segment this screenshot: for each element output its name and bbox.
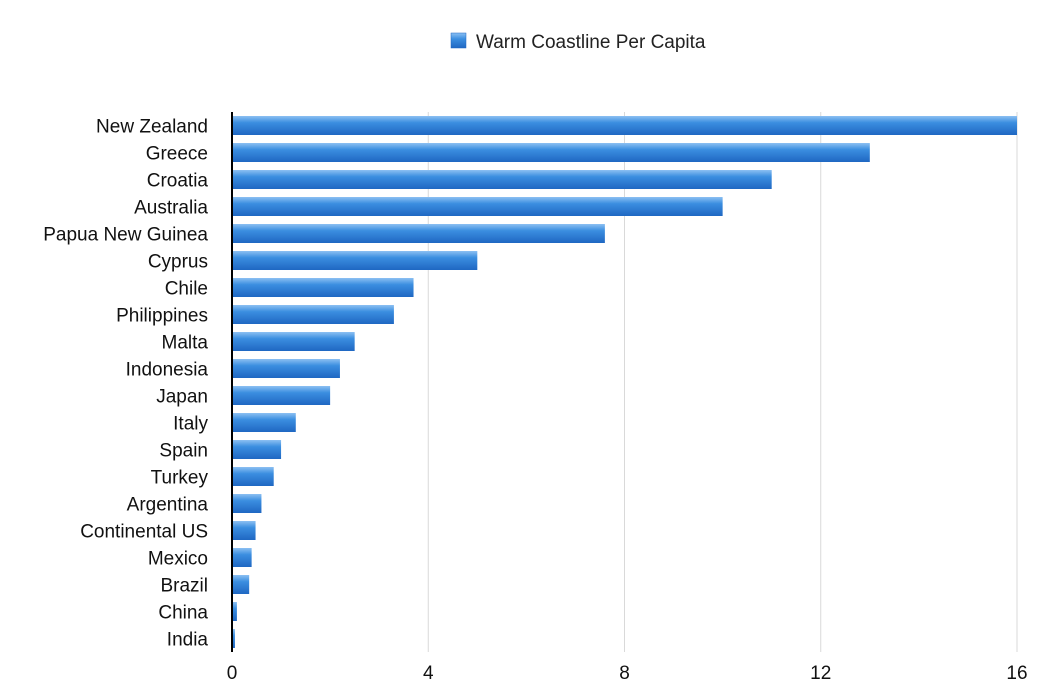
category-label: China	[158, 603, 208, 624]
category-label: Indonesia	[126, 360, 209, 381]
category-label: Turkey	[151, 468, 209, 489]
category-label: Italy	[173, 414, 208, 435]
bar	[232, 602, 237, 621]
legend-swatch	[450, 32, 467, 49]
bar	[232, 629, 235, 648]
bars	[232, 116, 1017, 648]
category-label: Chile	[165, 279, 208, 300]
category-label: Spain	[159, 441, 208, 462]
bar	[232, 548, 252, 567]
category-label: Argentina	[127, 495, 209, 516]
bar	[232, 440, 282, 459]
bar	[232, 143, 870, 162]
bar	[232, 116, 1017, 135]
legend-label: Warm Coastline Per Capita	[476, 32, 706, 53]
category-label: Cyprus	[148, 252, 208, 273]
bar	[232, 251, 478, 270]
category-label: Australia	[134, 198, 208, 219]
category-label: Continental US	[80, 522, 208, 543]
category-label: Croatia	[147, 171, 209, 192]
bar	[232, 359, 340, 378]
category-label: Brazil	[160, 576, 208, 597]
category-label: Japan	[156, 387, 208, 408]
bar	[232, 575, 250, 594]
bar	[232, 197, 723, 216]
bar	[232, 413, 296, 432]
bar	[232, 467, 274, 486]
x-tick-label: 4	[423, 663, 434, 684]
x-tick-label: 8	[619, 663, 630, 684]
legend: Warm Coastline Per Capita	[450, 32, 706, 53]
category-labels: New Zealand Greece Croatia Australia Papua N…	[43, 117, 208, 651]
x-axis-ticks: 0 4 8 12 16	[227, 663, 1028, 684]
bar	[232, 224, 605, 243]
bar	[232, 494, 262, 513]
gridlines	[427, 112, 1018, 652]
category-label: Greece	[146, 144, 208, 165]
x-tick-label: 16	[1006, 663, 1027, 684]
category-label: Mexico	[148, 549, 208, 570]
category-label: India	[167, 630, 209, 651]
category-label: Malta	[162, 333, 209, 354]
bar	[232, 305, 394, 324]
bar	[232, 278, 414, 297]
category-label: Papua New Guinea	[43, 225, 208, 246]
x-tick-label: 12	[810, 663, 831, 684]
bar	[232, 170, 772, 189]
bar	[232, 332, 355, 351]
x-tick-label: 0	[227, 663, 238, 684]
bar	[232, 386, 331, 405]
bar	[232, 521, 256, 540]
category-label: New Zealand	[96, 117, 208, 138]
category-label: Philippines	[116, 306, 208, 327]
